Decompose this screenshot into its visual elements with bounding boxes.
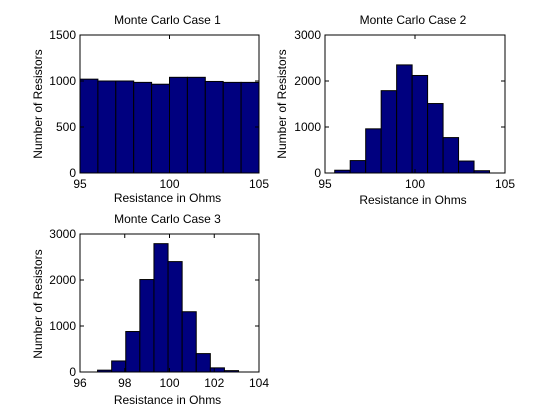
x-tick-label: 96 <box>73 376 87 390</box>
y-tick-label: 0 <box>69 166 76 180</box>
y-tick-label: 2000 <box>49 273 76 287</box>
histogram-bar <box>427 103 444 174</box>
histogram-bar <box>186 76 206 174</box>
x-tick-label: 95 <box>73 177 87 191</box>
x-tick-label: 105 <box>249 177 269 191</box>
histogram-bar <box>209 367 225 373</box>
y-tick-label: 1000 <box>294 120 321 134</box>
x-tick-label: 102 <box>204 376 224 390</box>
histogram-bar <box>442 137 460 174</box>
histogram-bar <box>411 74 429 174</box>
x-tick-label: 104 <box>249 376 269 390</box>
histogram-bar <box>396 64 413 174</box>
histogram-bar <box>181 311 197 373</box>
histogram-bar <box>97 80 117 174</box>
histogram-bar <box>167 261 183 373</box>
ylabel-case-3: Number of Resistors <box>31 249 45 358</box>
y-tick-label: 1000 <box>49 319 76 333</box>
histogram-bar <box>349 160 367 174</box>
title-case-1: Monte Carlo Case 1 <box>114 13 221 27</box>
histogram-bar <box>195 353 211 373</box>
ylabel-case-2: Number of Resistors <box>275 49 289 158</box>
histogram-bar <box>151 83 171 174</box>
histogram-bar <box>139 279 155 373</box>
histogram-bar <box>204 80 224 174</box>
subplot-case-1: Monte Carlo Case 1 Resistance in Ohms Nu… <box>31 13 269 205</box>
y-tick-label: 500 <box>56 120 76 134</box>
histogram-bar <box>133 81 153 174</box>
y-tick-label: 1500 <box>49 28 76 42</box>
ylabel-case-1: Number of Resistors <box>31 49 45 158</box>
title-case-3: Monte Carlo Case 3 <box>114 212 221 226</box>
subplot-case-3: Monte Carlo Case 3 Resistance in Ohms Nu… <box>31 212 269 407</box>
x-tick-label: 100 <box>159 177 179 191</box>
xlabel-case-2: Resistance in Ohms <box>359 193 466 207</box>
y-tick-label: 3000 <box>294 28 321 42</box>
title-case-2: Monte Carlo Case 2 <box>360 13 467 27</box>
xlabel-case-3: Resistance in Ohms <box>114 393 221 407</box>
x-tick-label: 105 <box>495 177 515 191</box>
y-tick-label: 0 <box>314 166 321 180</box>
histogram-bar <box>222 81 242 174</box>
histogram-bar <box>365 128 382 174</box>
histogram-bar <box>111 360 127 373</box>
histogram-bar <box>125 331 141 373</box>
y-tick-label: 1000 <box>49 74 76 88</box>
y-tick-label: 0 <box>69 365 76 379</box>
x-tick-label: 95 <box>318 177 332 191</box>
x-tick-label: 100 <box>405 177 425 191</box>
histogram-bar <box>115 80 135 174</box>
histogram-bar <box>153 243 169 373</box>
xlabel-case-1: Resistance in Ohms <box>114 191 221 205</box>
histogram-bar <box>79 78 99 174</box>
x-tick-label: 98 <box>118 376 132 390</box>
histogram-bar <box>458 160 475 174</box>
x-tick-label: 100 <box>159 376 179 390</box>
histogram-bar <box>169 76 188 174</box>
histogram-bar <box>240 81 260 174</box>
histogram-bar <box>380 90 398 174</box>
subplot-case-2: Monte Carlo Case 2 Resistance in Ohms Nu… <box>275 13 515 207</box>
y-tick-label: 2000 <box>294 74 321 88</box>
y-tick-label: 3000 <box>49 227 76 241</box>
